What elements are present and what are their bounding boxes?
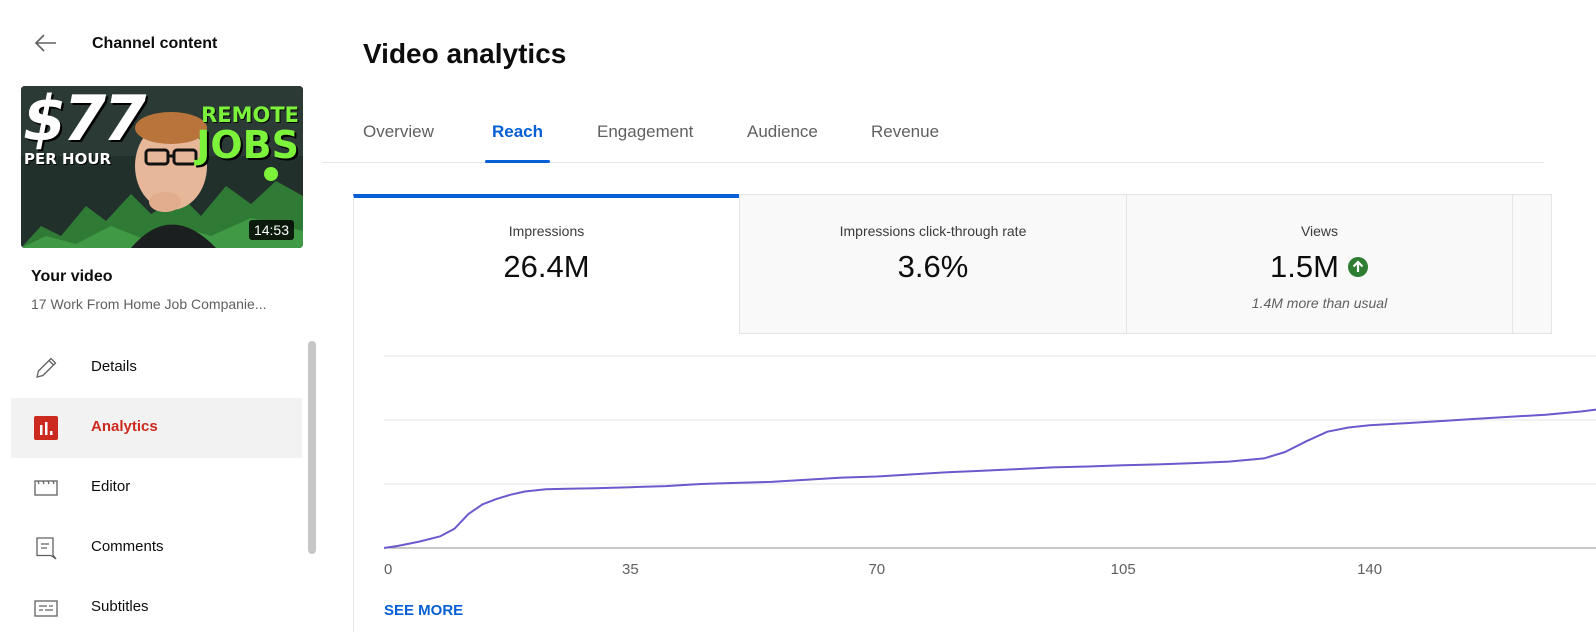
sidebar-item-label: Subtitles — [91, 598, 149, 615]
back-arrow-icon[interactable] — [30, 28, 60, 58]
tab-revenue[interactable]: Revenue — [864, 122, 946, 162]
active-tab-indicator — [485, 160, 551, 163]
analytics-icon — [34, 416, 58, 440]
sidebar-item-analytics[interactable]: Analytics — [11, 398, 302, 458]
sidebar-item-label: Editor — [91, 478, 131, 495]
sidebar-item-subtitles[interactable]: Subtitles — [11, 578, 302, 632]
sidebar-item-label: Comments — [91, 538, 164, 555]
tab-label: Engagement — [597, 122, 694, 141]
x-tick-label: 105 — [1111, 561, 1136, 578]
sidebar-scrollbar[interactable] — [308, 341, 316, 554]
tab-label: Audience — [747, 122, 818, 141]
metric-label: Views — [1300, 223, 1339, 239]
sidebar-item-comments[interactable]: Comments — [11, 518, 302, 578]
pencil-icon — [36, 357, 57, 378]
metric-label: Impressions click-through rate — [839, 223, 1027, 239]
metric-card-impressions[interactable]: Impressions 26.4M — [353, 194, 740, 334]
subtitles-icon — [34, 600, 58, 617]
sidebar-item-label: Analytics — [91, 418, 158, 435]
channel-content-title[interactable]: Channel content — [92, 35, 218, 52]
video-duration: 14:53 — [248, 220, 294, 240]
thumbnail-image — [21, 86, 303, 248]
metric-value: 1.5M — [1270, 249, 1369, 285]
back-row[interactable]: Channel content — [30, 28, 217, 58]
trend-up-icon — [1347, 257, 1368, 277]
x-tick-label: 0 — [384, 561, 392, 578]
series-line-impressions — [383, 408, 1596, 549]
tab-audience[interactable]: Audience — [740, 122, 825, 162]
chart-area: 03570105140175 SEE MORE — [353, 334, 1596, 632]
tab-label: Reach — [492, 122, 544, 141]
thumbnail-jobs-text: JOBS — [196, 123, 299, 167]
video-title: 17 Work From Home Job Companie... — [31, 296, 267, 312]
tab-overview[interactable]: Overview — [356, 122, 441, 162]
sidebar: Channel content $77 PER HOUR REMOTE JOBS… — [0, 0, 322, 632]
tab-reach[interactable]: Reach — [485, 122, 551, 163]
clapperboard-icon — [34, 480, 58, 496]
analytics-tabs: Overview Reach Engagement Audience Reven… — [322, 112, 1544, 163]
see-more-link[interactable]: SEE MORE — [384, 602, 464, 619]
your-video-label: Your video — [31, 268, 113, 285]
x-tick-label: 140 — [1357, 561, 1382, 578]
metric-card-ctr[interactable]: Impressions click-through rate 3.6% — [739, 194, 1127, 334]
comment-icon — [36, 537, 57, 560]
sidebar-nav: Details Analytics Editor Comments — [11, 338, 302, 632]
tab-label: Revenue — [871, 122, 940, 141]
page-title: Video analytics — [363, 38, 567, 69]
sidebar-item-details[interactable]: Details — [11, 338, 302, 398]
metric-cards: Impressions 26.4M Impressions click-thro… — [353, 194, 1552, 334]
main-content: Video analytics Overview Reach Engagemen… — [322, 0, 1596, 632]
metric-label: Impressions — [508, 223, 585, 239]
x-tick-label: 35 — [622, 561, 639, 578]
metric-note: 1.4M more than usual — [1251, 295, 1388, 311]
metric-card-partial[interactable] — [1512, 194, 1552, 334]
thumbnail-price-text: $77 — [23, 86, 146, 155]
video-thumbnail[interactable]: $77 PER HOUR REMOTE JOBS 14:53 — [21, 86, 303, 248]
thumbnail-remote-text: REMOTE — [201, 103, 299, 127]
tab-label: Overview — [363, 122, 434, 141]
thumbnail-per-hour-text: PER HOUR — [24, 150, 112, 168]
sidebar-item-label: Details — [91, 358, 137, 375]
x-tick-label: 70 — [868, 561, 885, 578]
sidebar-item-editor[interactable]: Editor — [11, 458, 302, 518]
metric-card-views[interactable]: Views 1.5M 1.4M more than usual — [1126, 194, 1513, 334]
metric-value: 3.6% — [897, 249, 969, 284]
tab-engagement[interactable]: Engagement — [590, 122, 700, 162]
metric-value: 26.4M — [503, 249, 590, 284]
impressions-chart: 03570105140175 — [383, 355, 1596, 578]
